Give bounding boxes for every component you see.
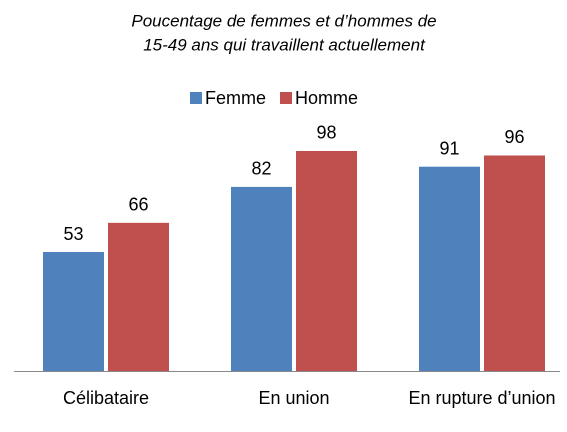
- bar: [108, 222, 169, 371]
- legend-label: Homme: [295, 88, 358, 108]
- data-label: 98: [316, 123, 336, 143]
- data-label: 91: [439, 138, 459, 158]
- chart-title: 15-49 ans qui travaillent actuellement: [143, 35, 426, 54]
- legend-swatch: [190, 92, 202, 104]
- legend-label: Femme: [205, 88, 266, 108]
- data-label: 66: [128, 195, 148, 215]
- data-label: 96: [504, 127, 524, 147]
- chart-title: Poucentage de femmes et d’hommes de: [131, 11, 436, 30]
- x-tick-label: En rupture d’union: [408, 388, 556, 408]
- bar: [296, 150, 357, 371]
- bar: [419, 166, 480, 371]
- x-tick-label: En union: [258, 388, 330, 408]
- bar: [43, 252, 104, 371]
- data-label: 82: [251, 159, 271, 179]
- data-label: 53: [63, 224, 83, 244]
- x-tick-label: Célibataire: [62, 388, 150, 408]
- legend-swatch: [280, 92, 292, 104]
- bar: [484, 155, 545, 371]
- bar: [231, 186, 292, 371]
